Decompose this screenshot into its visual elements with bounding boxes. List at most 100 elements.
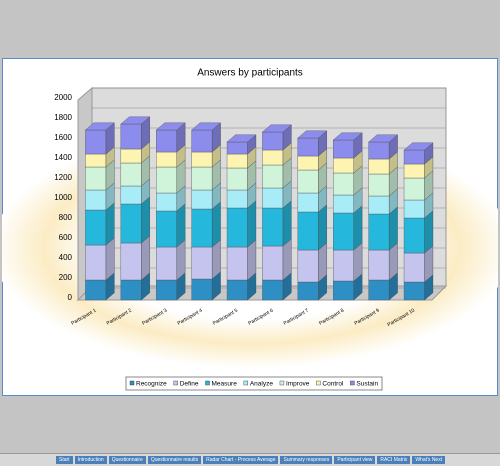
bar-top xyxy=(84,122,115,131)
bar-top xyxy=(403,142,434,151)
sheet-tab[interactable]: Radar Chart - Process Average xyxy=(203,456,279,464)
bar-side-shade xyxy=(141,235,150,280)
bar-side-shade xyxy=(353,205,363,250)
y-tick-label: 1200 xyxy=(54,173,72,182)
legend-swatch xyxy=(173,380,178,386)
bar-segment xyxy=(262,279,284,301)
bar-segment xyxy=(191,129,213,153)
bar-segment xyxy=(85,279,107,301)
bar-segment xyxy=(333,249,354,282)
bar-side-shade xyxy=(212,122,221,152)
bar-side-shade xyxy=(318,130,327,156)
bar-side-shade xyxy=(318,148,327,170)
bar-side-shade xyxy=(212,159,221,190)
bar-side-shade xyxy=(176,239,186,280)
sheet-tab[interactable]: What's Next xyxy=(412,456,446,464)
y-tick-label: 200 xyxy=(59,273,73,282)
legend-box xyxy=(125,376,383,391)
bar-side-shade xyxy=(141,141,150,163)
legend-swatch xyxy=(350,380,355,386)
bar-side-shade xyxy=(424,274,433,300)
y-tick-label: 1000 xyxy=(54,193,72,202)
legend-swatch xyxy=(205,380,210,386)
bar-segment xyxy=(403,281,425,301)
bar-side-shade xyxy=(353,242,363,281)
bar-segment xyxy=(191,151,213,168)
sheet-tab[interactable]: Summary responses xyxy=(280,456,333,464)
bar-segment xyxy=(156,210,177,248)
legend-label: Analyze xyxy=(250,381,274,388)
bar-segment xyxy=(297,211,319,251)
bar-side-shade xyxy=(141,178,150,204)
y-tick-label: 800 xyxy=(59,213,73,222)
bar-side-shade xyxy=(424,245,433,282)
bar-segment xyxy=(297,281,319,301)
sheet-tab[interactable]: Start xyxy=(56,456,73,464)
bar-side-shade xyxy=(247,146,256,168)
bar-side-shade xyxy=(424,210,433,253)
bar-side-shade xyxy=(353,187,363,213)
bar-segment xyxy=(297,137,319,157)
bar-side-shade xyxy=(105,122,115,154)
sheet-tab[interactable]: Introduction xyxy=(74,456,107,464)
bar-segment xyxy=(226,153,248,169)
legend-swatch xyxy=(279,380,285,386)
bar-side-shade xyxy=(141,272,150,300)
bar-side-shade xyxy=(389,272,398,300)
bar-side-shade xyxy=(212,182,221,209)
bar-side-shade xyxy=(105,146,115,167)
bar-segment xyxy=(262,164,284,189)
sheet-tab[interactable]: Questionnaire results xyxy=(147,456,202,464)
bar-segment xyxy=(333,139,354,159)
bar-side-shade xyxy=(247,182,256,208)
legend-label: Sustain xyxy=(356,381,378,388)
y-tick-label: 1600 xyxy=(54,133,72,142)
bar-top xyxy=(261,124,292,133)
bar-side-shade xyxy=(141,196,150,243)
bar-side-shade xyxy=(424,170,433,200)
bar-segment xyxy=(262,245,284,281)
bar-segment xyxy=(403,177,425,201)
bar-side-shade xyxy=(105,182,115,210)
bar-side-shade xyxy=(176,185,186,211)
bar-side-shade xyxy=(282,272,292,300)
bar-side-shade xyxy=(176,272,186,300)
bar-side-shade xyxy=(212,201,221,247)
bar-segment xyxy=(85,244,107,281)
bar-segment xyxy=(262,131,284,151)
sheet-tabs: Start Introduction Questionnaire Questionna… xyxy=(0,453,500,466)
bar-side-shade xyxy=(282,157,292,188)
bar-segment xyxy=(368,173,390,197)
bar-side-shade xyxy=(105,202,115,245)
y-tick-label: 1400 xyxy=(54,153,72,162)
bar-segment xyxy=(85,153,107,168)
bar-segment xyxy=(156,129,177,153)
bar-side-shade xyxy=(389,134,398,159)
bar-segment xyxy=(85,209,107,246)
sheet-tab[interactable]: Questionnaire xyxy=(108,456,146,464)
bar-segment xyxy=(403,252,425,283)
bar-segment xyxy=(156,279,177,301)
bar-side-shade xyxy=(424,156,433,178)
sheet-tab[interactable]: Participant view xyxy=(334,456,376,464)
bar-segment xyxy=(262,207,284,247)
bar-segment xyxy=(226,246,248,281)
y-tick-label: 1800 xyxy=(54,113,72,122)
bar-top xyxy=(368,134,399,143)
bar-segment xyxy=(156,166,177,194)
bar-side-shade xyxy=(318,162,327,193)
sheet-tab[interactable]: RACI Matrix xyxy=(377,456,411,464)
bar-side-shade xyxy=(212,271,221,300)
bar-segment xyxy=(191,246,213,280)
bar-segment xyxy=(368,249,390,281)
bar-side-shade xyxy=(247,160,256,190)
bar-segment xyxy=(226,141,248,155)
bar-side-shade xyxy=(389,206,398,250)
bar-segment xyxy=(297,155,319,171)
bar-segment xyxy=(333,212,354,251)
bar-side-shade xyxy=(424,192,433,218)
legend-swatch xyxy=(316,380,321,386)
bar-segment xyxy=(403,163,425,179)
bar-side-shade xyxy=(105,159,115,190)
